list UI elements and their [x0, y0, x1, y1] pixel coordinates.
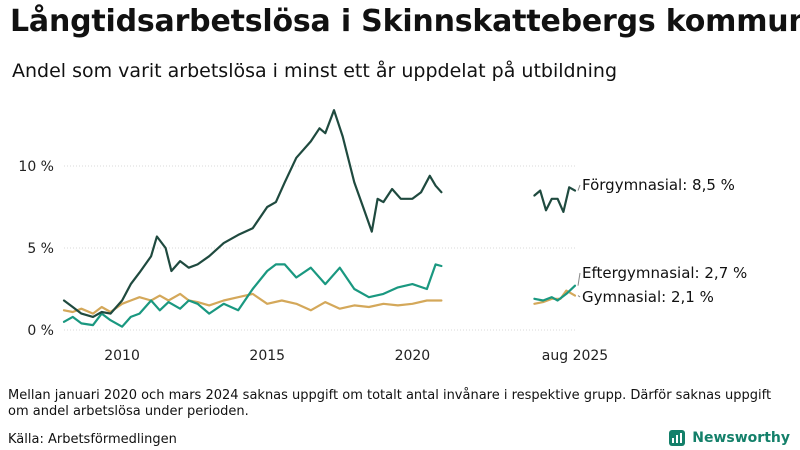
series-line-förgymnasial — [62, 109, 443, 318]
footnote: Mellan januari 2020 och mars 2024 saknas… — [8, 388, 772, 419]
newsworthy-icon — [669, 430, 686, 446]
line-chart: 0 % 5 % 10 % 2010 2015 2020 aug 2025 Förgymna… — [18, 109, 747, 364]
series-end-label: Förgymnasial: 8,5 % — [582, 176, 735, 194]
x-tick-label: aug 2025 — [542, 348, 608, 364]
chart-subtitle: Andel som varit arbetslösa i minst ett å… — [12, 60, 618, 82]
y-tick-label: 5 % — [27, 241, 54, 257]
y-tick-label: 0 % — [27, 323, 54, 339]
x-tick-label: 2010 — [104, 348, 140, 364]
x-tick-label: 2015 — [249, 348, 285, 364]
newsworthy-logo[interactable]: Newsworthy — [668, 429, 790, 447]
grid-lines — [64, 165, 575, 331]
brand-name: Newsworthy — [692, 430, 790, 446]
series-line-eftergymnasial — [62, 263, 443, 328]
series-line-förgymnasial — [533, 186, 577, 213]
x-axis-ticks: 2010 2015 2020 aug 2025 — [104, 348, 608, 364]
series-end-labels: Förgymnasial: 8,5 % Eftergymnasial: 2,7 %… — [577, 176, 747, 306]
y-axis-ticks: 0 % 5 % 10 % — [18, 159, 54, 339]
series-line-eftergymnasial — [533, 284, 577, 302]
source-text: Källa: Arbetsförmedlingen — [8, 432, 177, 447]
chart-title: Långtidsarbetslösa i Skinnskattebergs ko… — [10, 4, 800, 39]
x-tick-label: 2020 — [395, 348, 431, 364]
y-tick-label: 10 % — [18, 159, 54, 175]
series-lines — [62, 109, 577, 328]
label-leader — [577, 295, 581, 298]
series-end-label: Eftergymnasial: 2,7 % — [582, 264, 747, 282]
label-leader — [577, 184, 581, 191]
series-end-label: Gymnasial: 2,1 % — [582, 288, 714, 306]
label-leader — [577, 272, 581, 286]
